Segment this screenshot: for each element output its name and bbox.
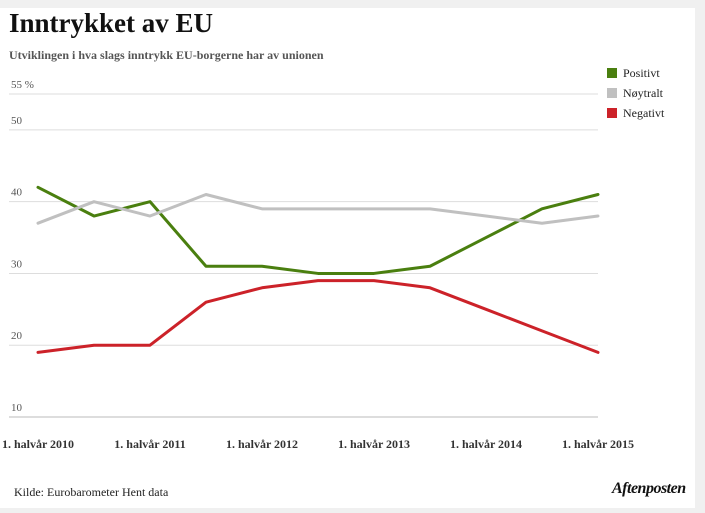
series-line-negativt	[36, 279, 600, 354]
legend-label: Nøytralt	[623, 85, 663, 100]
legend-swatch	[607, 108, 617, 118]
x-tick-label: 1. halvår 2010	[2, 437, 74, 451]
x-tick-label: 1. halvår 2014	[450, 437, 522, 451]
publisher-logo: Aftenposten	[612, 480, 686, 497]
x-tick-label: 1. halvår 2015	[562, 437, 634, 451]
series-line-nøytralt	[36, 192, 600, 225]
y-tick-label: 55 %	[11, 79, 34, 91]
chart-subtitle: Utviklingen i hva slags inntrykk EU-borg…	[9, 48, 324, 62]
x-tick-label: 1. halvår 2013	[338, 437, 410, 451]
x-tick-label: 1. halvår 2011	[114, 437, 185, 451]
legend-item: Nøytralt	[607, 83, 664, 103]
x-tick-label: 1. halvår 2012	[226, 437, 298, 451]
y-tick-label: 20	[11, 330, 23, 342]
y-tick-label: 30	[11, 258, 23, 270]
line-chart: 10 20 30 40 50 55 % 1. halvår 2010 1. halvår 20…	[2, 79, 634, 451]
chart-title: Inntrykket av EU	[9, 8, 214, 38]
source-note: Kilde: Eurobarometer Hent data	[14, 485, 169, 499]
chart-card: Inntrykket av EU Utviklingen i hva slags…	[0, 8, 695, 508]
legend-item: Positivt	[607, 63, 664, 83]
legend-swatch	[607, 68, 617, 78]
y-tick-label: 10	[11, 402, 23, 414]
legend-label: Negativt	[623, 105, 665, 120]
y-tick-label: 40	[11, 187, 23, 199]
legend-label: Positivt	[623, 65, 660, 80]
y-tick-label: 50	[11, 115, 23, 127]
chart-legend: Positivt Nøytralt Negativt	[607, 63, 664, 123]
series-line-positivt	[36, 185, 600, 275]
legend-swatch	[607, 88, 617, 98]
legend-item: Negativt	[607, 103, 664, 123]
